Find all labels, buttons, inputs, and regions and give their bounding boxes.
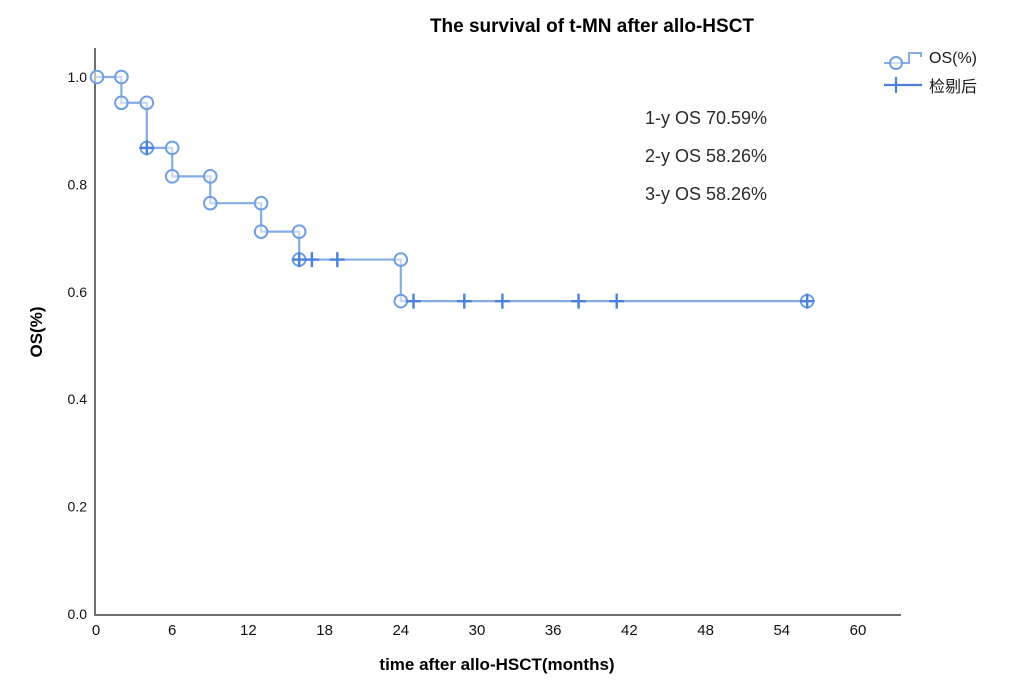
censor-mark (291, 252, 307, 268)
legend: OS(%) 检剔后 (882, 46, 977, 98)
legend-item-censored: 检剔后 (882, 72, 977, 98)
event-marker (89, 69, 105, 85)
annotation-2y-os: 2-y OS 58.26% (645, 146, 768, 166)
censor-mark (609, 293, 625, 309)
censor-mark (406, 293, 421, 309)
event-marker (114, 69, 129, 85)
x-tick-label: 18 (316, 622, 333, 639)
x-tick-label: 42 (621, 622, 638, 639)
x-tick-label: 54 (773, 622, 790, 639)
x-axis-title: time after allo-HSCT(months) (379, 655, 615, 674)
event-marker (393, 252, 409, 267)
event-marker (253, 224, 269, 239)
event-marker (139, 95, 155, 111)
x-tick-label: 48 (697, 622, 714, 639)
x-tick-label: 36 (545, 622, 562, 639)
censor-mark (304, 252, 320, 268)
censor-mark (329, 252, 345, 268)
event-marker (164, 140, 180, 156)
event-marker (164, 169, 180, 184)
event-marker (114, 95, 129, 111)
event-marker (203, 195, 218, 211)
survival-annotations: 1-y OS 70.59% 2-y OS 58.26% 3-y OS 58.26… (645, 103, 767, 217)
y-tick-label: 1.0 (68, 69, 88, 85)
censor-mark (571, 293, 587, 309)
censor-plus-icon (884, 77, 922, 93)
y-tick-label: 0.4 (68, 391, 88, 407)
y-axis-title: OS(%) (27, 306, 46, 358)
event-marker (203, 169, 218, 184)
legend-label-censored: 检剔后 (929, 79, 978, 96)
censor-mark (494, 293, 510, 309)
x-tick-label: 12 (240, 622, 257, 639)
legend-item-os: OS(%) (882, 46, 977, 72)
x-tick-label: 24 (392, 622, 409, 639)
censor-mark (456, 293, 472, 309)
survival-step-line (96, 75, 808, 303)
legend-label-os: OS(%) (929, 50, 977, 67)
y-tick-label: 0.2 (68, 499, 88, 515)
annotation-1y-os: 1-y OS 70.59% (645, 108, 768, 128)
y-tick-label: 0.0 (68, 606, 88, 622)
x-tick-label: 60 (850, 622, 867, 639)
annotation-3y-os: 3-y OS 58.26% (645, 184, 768, 204)
event-marker (253, 195, 269, 211)
y-tick-label: 0.6 (68, 284, 88, 300)
chart-title: The survival of t-MN after allo-HSCT (429, 16, 755, 37)
censor-mark (139, 140, 155, 156)
y-tick-label: 0.8 (68, 176, 88, 192)
event-marker (291, 224, 307, 239)
x-tick-label: 30 (469, 622, 486, 639)
censor-mark (799, 293, 815, 309)
os-step-line-icon (884, 52, 922, 70)
x-tick-label: 6 (168, 622, 176, 639)
x-tick-label: 0 (92, 622, 100, 639)
event-marker (393, 293, 409, 309)
